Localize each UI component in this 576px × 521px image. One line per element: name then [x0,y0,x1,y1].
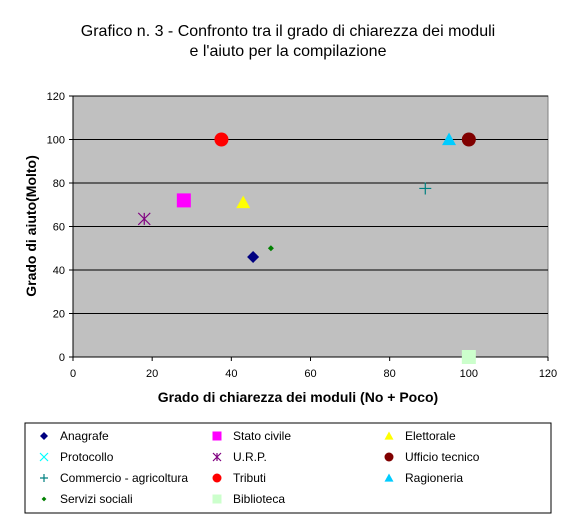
legend-label-biblioteca: Biblioteca [233,492,285,506]
x-tick-label-100: 100 [460,368,478,380]
y-tick-label-20: 20 [53,309,65,321]
data-point-ragioneria [442,132,457,146]
legend-label-servizi-sociali: Servizi sociali [60,492,133,506]
data-point-biblioteca [461,350,476,364]
legend-marker-elettorale [384,431,394,440]
legend-label-protocollo: Protocollo [60,450,114,464]
data-point-elettorale [236,195,251,209]
x-axis-label: Grado di chiarezza dei moduli (No + Poco… [158,389,438,405]
y-tick-label-40: 40 [53,265,65,277]
legend-label-commercio-agricoltura: Commercio - agricoltura [60,471,188,485]
legend-label-elettorale: Elettorale [405,429,456,443]
legend-marker-ragioneria [384,473,394,482]
y-tick-label-60: 60 [53,222,65,234]
y-tick-label-0: 0 [59,352,65,364]
chart-title-line-1: Grafico n. 3 - Confronto tra il grado di… [81,23,495,40]
x-tick-label-20: 20 [146,368,158,380]
data-point-servizi-sociali [267,245,274,252]
data-points [137,132,476,364]
legend-marker-biblioteca [212,494,222,504]
y-tick-label-80: 80 [53,178,65,190]
legend-label-ufficio-tecnico: Ufficio tecnico [405,450,480,464]
data-point-stato-civile [176,193,191,208]
x-tick-label-60: 60 [304,368,316,380]
legend-marker-protocollo [39,452,49,462]
legend-label-u-r-p: U.R.P. [233,450,267,464]
legend-marker-stato-civile [212,431,222,441]
gridlines [73,95,548,314]
x-tick-label-40: 40 [225,368,237,380]
data-point-anagrafe [247,250,260,263]
y-tick-labels: 0 20 40 60 80 100 120 [47,91,73,364]
legend-marker-servizi-sociali [41,496,47,502]
data-point-ufficio-tecnico [461,132,476,147]
data-point-commercio-agricoltura [419,182,432,195]
y-axis-label: Grado di aiuto(Molto) [23,155,39,297]
legend-marker-ufficio-tecnico [384,452,394,462]
legend-label-tributi: Tributi [233,471,266,485]
legend: Anagrafe Stato civile Elettorale Protocollo… [39,429,480,506]
x-tick-label-80: 80 [384,368,396,380]
legend-marker-u-r-p [212,452,222,462]
chart-title-line-2: e l'aiuto per la compilazione [190,43,387,60]
legend-marker-anagrafe [40,432,48,440]
x-tick-label-120: 120 [539,368,557,380]
y-tick-label-100: 100 [47,135,65,147]
legend-marker-tributi [212,473,222,483]
data-point-tributi [214,132,229,147]
x-tick-label-0: 0 [70,368,76,380]
legend-label-ragioneria: Ragioneria [405,471,463,485]
legend-box [24,422,552,514]
legend-label-stato-civile: Stato civile [233,429,291,443]
data-point-u-r-p [137,212,151,226]
legend-marker-commercio-agricoltura [40,474,48,482]
legend-label-anagrafe: Anagrafe [60,429,109,443]
y-tick-label-120: 120 [47,91,65,103]
x-tick-labels: 0 20 40 60 80 100 120 [70,357,557,380]
